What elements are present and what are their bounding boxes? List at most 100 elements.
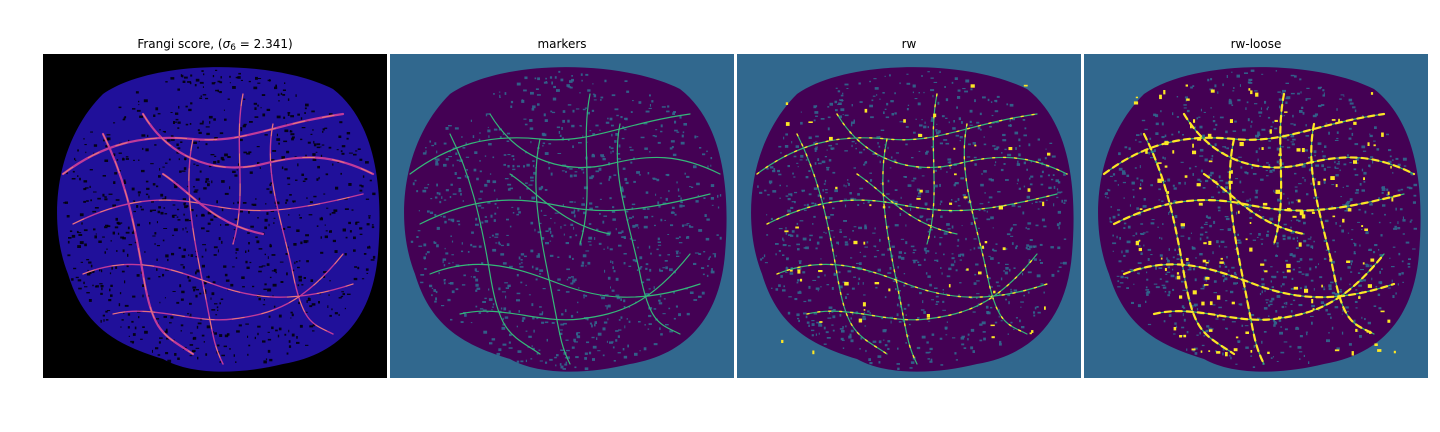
label-pixel <box>874 282 880 285</box>
label-pixel <box>970 84 975 88</box>
label-pixel <box>1180 223 1185 227</box>
label-pixel <box>1219 261 1224 264</box>
label-pixel <box>1255 92 1259 97</box>
label-pixel <box>1197 137 1202 141</box>
label-pixel <box>888 288 891 292</box>
label-pixel <box>785 102 789 105</box>
label-pixel <box>812 350 815 355</box>
label-pixel <box>1023 84 1028 87</box>
label-pixel <box>984 241 988 244</box>
label-pixel <box>858 318 863 323</box>
label-pixel <box>1235 336 1239 339</box>
label-pixel <box>1249 247 1253 252</box>
label-pixel <box>1179 295 1183 299</box>
label-pixel <box>819 321 823 323</box>
label-pixel <box>1157 178 1162 183</box>
label-pixel <box>1323 178 1326 181</box>
vessel-highlight-6 <box>142 113 374 175</box>
vessel-highlight-9 <box>162 173 264 235</box>
label-pixel <box>1297 199 1301 203</box>
vessel-highlight-4 <box>269 123 334 335</box>
label-pixel <box>1353 160 1357 164</box>
label-pixel <box>1191 348 1196 351</box>
label-pixel <box>1284 111 1288 113</box>
vessel-1 <box>419 193 711 225</box>
label-pixel <box>1029 332 1032 335</box>
label-pixel <box>1321 284 1323 288</box>
label-pixel <box>1216 315 1219 318</box>
label-pixel <box>1338 118 1340 122</box>
label-pixel <box>784 230 789 233</box>
vessel-highlight-1 <box>766 193 1058 225</box>
title-symbol: σ <box>222 37 231 51</box>
label-pixel <box>1216 351 1221 354</box>
label-pixel <box>1369 331 1371 334</box>
label-pixel <box>1353 121 1357 125</box>
label-pixel <box>1287 207 1291 211</box>
vessel-highlight-7 <box>112 253 344 321</box>
rw-loose-canvas <box>1084 54 1428 378</box>
label-pixel <box>998 205 1003 210</box>
label-pixel <box>1184 175 1188 178</box>
label-pixel <box>1335 184 1338 188</box>
label-pixel <box>1027 188 1031 192</box>
label-pixel <box>916 197 921 200</box>
label-pixel <box>1304 288 1309 293</box>
label-pixel <box>1239 142 1244 147</box>
label-pixel <box>1204 284 1209 286</box>
label-pixel <box>862 302 866 307</box>
vessel-highlight-5 <box>776 263 1048 298</box>
vessel-highlight-1 <box>1112 192 1406 226</box>
label-pixel <box>1229 119 1233 123</box>
title-subscript: 6 <box>230 43 236 53</box>
label-pixel <box>1209 329 1213 332</box>
label-pixel <box>1173 327 1177 331</box>
vessel-7 <box>459 253 691 321</box>
label-pixel <box>808 121 813 123</box>
label-pixel <box>1198 202 1203 206</box>
label-pixel <box>1185 84 1188 87</box>
label-pixel <box>1196 183 1201 187</box>
label-pixel <box>1366 330 1371 333</box>
label-pixel <box>1248 88 1251 91</box>
label-pixel <box>1159 94 1162 100</box>
label-pixel <box>1237 210 1240 214</box>
label-pixel <box>1298 242 1302 247</box>
label-pixel <box>835 186 838 190</box>
label-pixel <box>948 284 951 288</box>
label-pixel <box>978 271 982 275</box>
label-pixel <box>785 122 790 126</box>
frangi-score-canvas <box>43 54 387 378</box>
label-pixel <box>1164 141 1169 146</box>
vessel-highlight-6 <box>1182 112 1416 176</box>
label-pixel <box>1193 119 1196 123</box>
label-pixel <box>1145 149 1148 154</box>
vessel-highlight-7 <box>1152 252 1386 321</box>
label-pixel <box>1358 296 1361 299</box>
label-pixel <box>1380 310 1385 313</box>
label-pixel <box>926 314 930 318</box>
vessel-highlight-4 <box>963 123 1028 335</box>
label-pixel <box>1228 180 1233 184</box>
label-pixel <box>1355 328 1358 332</box>
label-pixel <box>1278 316 1282 319</box>
label-pixel <box>1374 343 1378 346</box>
label-pixel <box>1185 257 1189 261</box>
label-pixel <box>1377 349 1382 352</box>
vessel-highlight-9 <box>856 173 958 235</box>
label-pixel <box>1042 201 1045 207</box>
label-pixel <box>1342 218 1345 223</box>
label-pixel <box>949 202 953 205</box>
vessel-highlight-7 <box>806 253 1038 321</box>
label-pixel <box>903 119 906 123</box>
label-pixel <box>1250 350 1253 353</box>
label-pixel <box>933 113 937 118</box>
vessel-4 <box>616 123 681 335</box>
label-pixel <box>1286 263 1291 268</box>
label-pixel <box>818 270 823 273</box>
label-pixel <box>1209 301 1213 306</box>
label-pixel <box>1346 260 1351 263</box>
panel-title-rw: rw <box>901 37 917 51</box>
label-pixel <box>1163 90 1166 95</box>
label-pixel <box>1164 268 1167 271</box>
